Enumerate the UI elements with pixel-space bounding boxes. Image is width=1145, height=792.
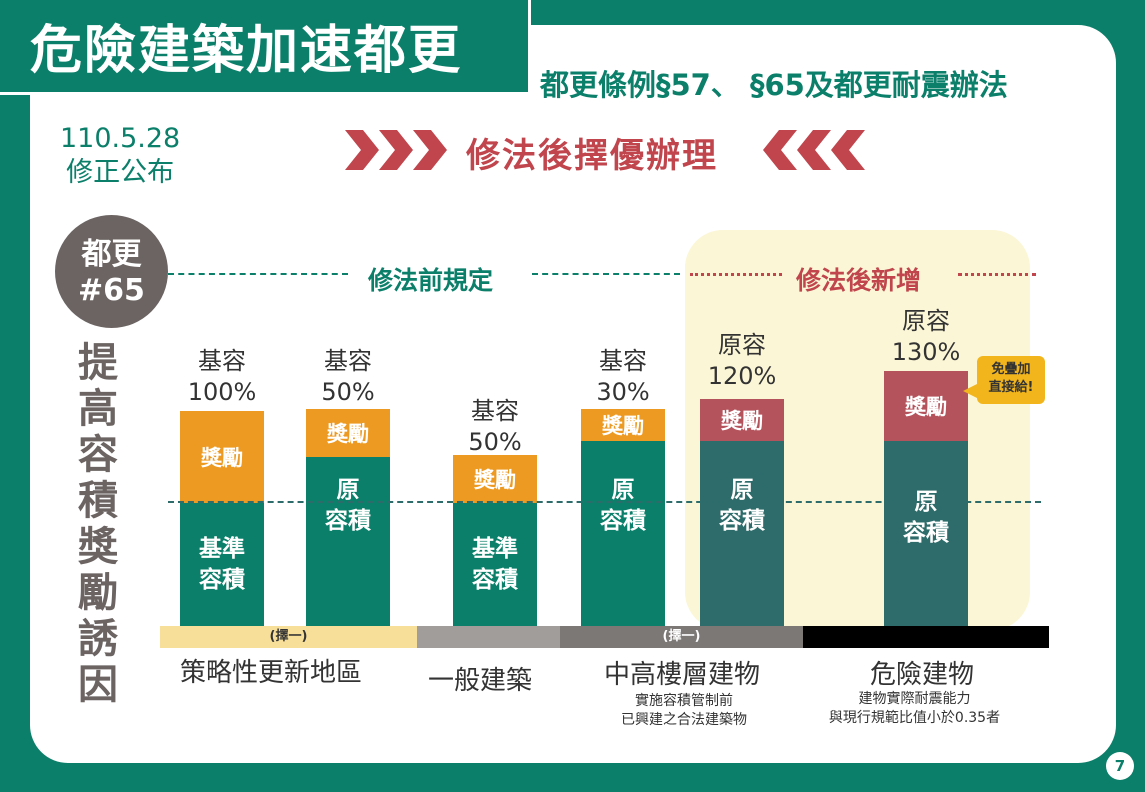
vertical-char: 積 <box>78 478 118 524</box>
bar-caption-line: 50% <box>468 428 522 456</box>
bar-caption-line: 基容 <box>471 397 519 425</box>
bar-caption-line: 基容 <box>599 347 647 375</box>
note-line: 免疊加 <box>991 362 1031 377</box>
category-bar-general <box>417 626 560 648</box>
section-divider <box>690 273 782 276</box>
bar-caption-line: 基容 <box>198 347 246 375</box>
bar-base-line: 容積 <box>903 520 949 546</box>
bar-base-line: 容積 <box>199 566 245 593</box>
bar-caption-line: 30% <box>596 378 650 406</box>
headline: 修法後擇優辦理 <box>466 136 718 176</box>
date-block: 110.5.28 修正公布 <box>60 122 180 190</box>
bar-bonus: 獎勵 <box>306 409 390 457</box>
page-subtitle: 都更條例§57、 §65及都更耐震辦法 <box>540 68 1008 102</box>
bar-base-line: 原 <box>611 477 635 503</box>
bar-base: 基準 容積 <box>453 503 537 626</box>
bar-caption-line: 原容 <box>902 307 950 335</box>
bar-caption-line: 基容 <box>324 347 372 375</box>
bar-bonus: 獎勵 <box>884 371 968 441</box>
section-divider <box>168 273 348 275</box>
date-value: 110.5.28 <box>60 123 181 154</box>
page-title: 危險建築加速都更 <box>30 21 463 81</box>
bar-bonus: 獎勵 <box>700 399 784 441</box>
vertical-char: 提 <box>78 340 118 386</box>
category-general: 一般建築 <box>428 666 533 696</box>
baseline-dashed <box>168 501 1041 503</box>
bar-caption: 原容 120% <box>700 330 784 392</box>
category-danger-note: 建物實際耐震能力 與現行規範比值小於0.35者 <box>812 690 1017 728</box>
category-bar-strategic: (擇一) <box>160 626 417 648</box>
bar-base: 原 容積 <box>306 457 390 626</box>
bar-base-line: 容積 <box>600 508 646 534</box>
bar-base-line: 容積 <box>719 508 765 534</box>
category-danger: 危險建物 <box>870 660 975 690</box>
note-pointer <box>963 384 977 398</box>
right-arrows-icon <box>345 130 447 170</box>
bar-base: 基準 容積 <box>180 503 264 626</box>
section-after-label: 修法後新增 <box>796 266 922 295</box>
bar-base-line: 原 <box>336 477 360 503</box>
category-bar-danger <box>803 626 1049 648</box>
section-divider <box>532 273 680 275</box>
bar-caption-line: 50% <box>321 378 375 406</box>
bar-caption: 基容 50% <box>453 396 537 458</box>
bar-caption-line: 原容 <box>718 331 766 359</box>
bar-caption: 基容 100% <box>180 346 264 408</box>
note-line: 建物實際耐震能力 <box>858 691 971 707</box>
note-line: 與現行規範比值小於0.35者 <box>828 710 1001 726</box>
category-strategic: 策略性更新地區 <box>180 658 363 688</box>
bar-base: 原 容積 <box>884 441 968 626</box>
vertical-char: 獎 <box>78 524 118 570</box>
bar-base-line: 基準 <box>472 535 518 562</box>
note-bubble: 免疊加 直接給! <box>977 356 1045 404</box>
page-number: 7 <box>1106 752 1134 780</box>
bar-caption-line: 120% <box>707 362 777 390</box>
note-line: 實施容積管制前 <box>635 693 733 709</box>
title-box <box>0 0 531 95</box>
bar-base-line: 基準 <box>199 535 245 562</box>
bar-base-line: 容積 <box>472 566 518 593</box>
bar-bonus: 獎勵 <box>180 411 264 503</box>
category-midhigh: 中高樓層建物 <box>604 660 761 690</box>
section-before-label: 修法前規定 <box>368 266 494 295</box>
bar-base-line: 原 <box>730 477 754 503</box>
vertical-char: 容 <box>78 432 118 478</box>
bar-base: 原 容積 <box>700 441 784 626</box>
section-divider <box>958 273 1036 276</box>
vertical-char: 誘 <box>78 616 118 662</box>
bar-bonus: 獎勵 <box>581 409 665 441</box>
bar-caption-line: 100% <box>187 378 257 406</box>
category-midhigh-note: 實施容積管制前 已興建之合法建築物 <box>608 692 760 730</box>
left-arrows-icon <box>763 130 865 170</box>
bar-caption: 原容 130% <box>884 306 968 368</box>
bar-caption-line: 130% <box>891 338 961 366</box>
badge-line2: #65 <box>78 273 145 308</box>
vertical-title: 提 高 容 積 獎 勵 誘 因 <box>78 340 118 708</box>
bar-caption: 基容 50% <box>306 346 390 408</box>
category-bar-midhigh: (擇一) <box>560 626 803 648</box>
bar-bonus: 獎勵 <box>453 455 537 503</box>
bar-base: 原 容積 <box>581 441 665 626</box>
bar-base-line: 容積 <box>325 508 371 534</box>
bar-caption: 基容 30% <box>581 346 665 408</box>
badge-line1: 都更 <box>81 237 142 272</box>
vertical-char: 高 <box>78 386 118 432</box>
vertical-char: 因 <box>78 662 118 708</box>
date-caption: 修正公布 <box>66 157 175 188</box>
vertical-char: 勵 <box>78 570 118 616</box>
article-badge: 都更 #65 <box>55 215 168 328</box>
note-line: 直接給! <box>988 380 1034 395</box>
note-line: 已興建之合法建築物 <box>621 712 747 728</box>
